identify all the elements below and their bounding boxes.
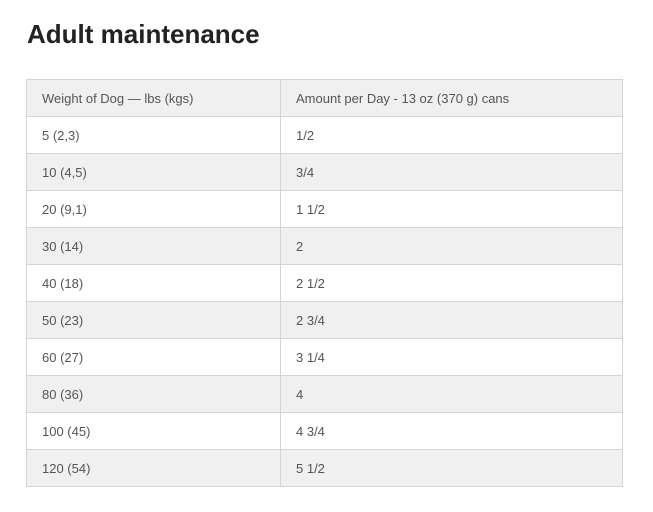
table-cell: 50 (23) <box>26 301 281 339</box>
table-cell: 5 (2,3) <box>26 116 281 154</box>
table-row: 100 (45) 4 3/4 <box>26 412 623 450</box>
table-cell: 2 1/2 <box>280 264 623 302</box>
header-cell: Amount per Day - 13 oz (370 g) cans <box>280 79 623 117</box>
table-cell: 4 3/4 <box>280 412 623 450</box>
table-cell: 10 (4,5) <box>26 153 281 191</box>
table-cell: 3/4 <box>280 153 623 191</box>
table-cell: 1/2 <box>280 116 623 154</box>
table-body: 5 (2,3) 1/2 10 (4,5) 3/4 20 (9,1) 1 1/2 30 (14… <box>26 116 623 487</box>
table-cell: 2 3/4 <box>280 301 623 339</box>
table-cell: 40 (18) <box>26 264 281 302</box>
table-cell: 30 (14) <box>26 227 281 265</box>
table-row: 60 (27) 3 1/4 <box>26 338 623 376</box>
table-cell: 20 (9,1) <box>26 190 281 228</box>
header-cell: Weight of Dog — lbs (kgs) <box>26 79 281 117</box>
table-cell: 120 (54) <box>26 449 281 487</box>
page-title: Adult maintenance <box>27 19 260 49</box>
feeding-table: Weight of Dog — lbs (kgs) Amount per Day … <box>26 79 623 487</box>
table-cell: 80 (36) <box>26 375 281 413</box>
table-cell: 4 <box>280 375 623 413</box>
table-cell: 100 (45) <box>26 412 281 450</box>
table-row: 10 (4,5) 3/4 <box>26 153 623 191</box>
table-row: 80 (36) 4 <box>26 375 623 413</box>
table-row: 50 (23) 2 3/4 <box>26 301 623 339</box>
table-cell: 2 <box>280 227 623 265</box>
table-row: 120 (54) 5 1/2 <box>26 449 623 487</box>
table-row: 20 (9,1) 1 1/2 <box>26 190 623 228</box>
table-row: 5 (2,3) 1/2 <box>26 116 623 154</box>
table-cell: 1 1/2 <box>280 190 623 228</box>
table-row: 30 (14) 2 <box>26 227 623 265</box>
table-cell: 60 (27) <box>26 338 281 376</box>
header-row: Weight of Dog — lbs (kgs) Amount per Day … <box>26 79 623 117</box>
table-cell: 3 1/4 <box>280 338 623 376</box>
table-row: 40 (18) 2 1/2 <box>26 264 623 302</box>
table-cell: 5 1/2 <box>280 449 623 487</box>
